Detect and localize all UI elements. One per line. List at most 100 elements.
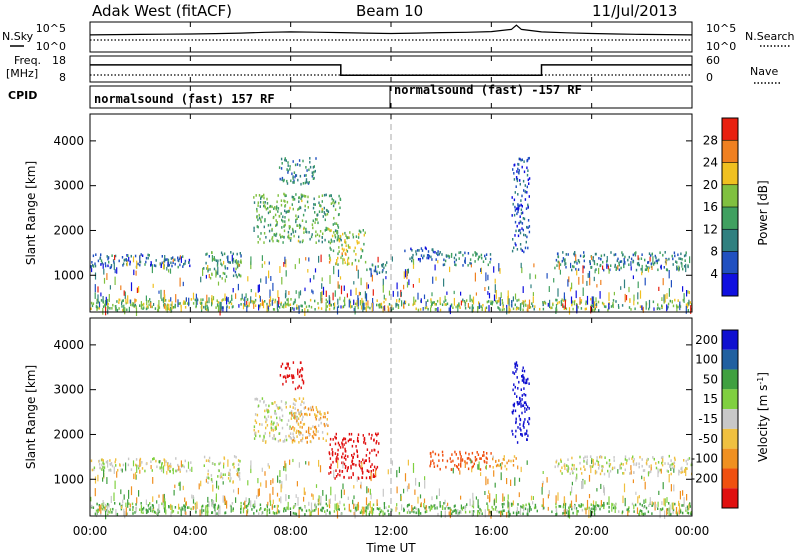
heat-cell — [281, 426, 284, 430]
noise-cell — [187, 461, 190, 469]
noise-cell — [411, 505, 413, 512]
heat-cell — [283, 199, 285, 203]
heat-cell — [612, 503, 614, 506]
noise-cell — [518, 477, 521, 482]
heat-cell — [179, 468, 181, 472]
heat-cell — [494, 508, 497, 511]
heat-cell — [266, 202, 269, 205]
heat-cell — [265, 420, 267, 424]
heat-cell — [520, 158, 522, 162]
noise-cell — [564, 504, 566, 514]
heat-cell — [380, 302, 383, 306]
heat-cell — [143, 306, 145, 310]
heat-cell — [295, 399, 297, 403]
heat-cell — [514, 242, 516, 245]
heat-cell — [142, 511, 144, 514]
heat-cell — [521, 165, 523, 169]
noise-cell — [563, 497, 566, 506]
heat-cell — [378, 442, 380, 445]
heat-cell — [168, 464, 170, 468]
heat-cell — [514, 303, 516, 307]
heat-cell — [310, 235, 313, 239]
noise-cell — [520, 262, 522, 269]
heat-cell — [464, 251, 466, 255]
noise-cell — [469, 294, 471, 303]
heat-cell — [466, 457, 469, 460]
noise-cell — [477, 499, 479, 508]
heat-cell — [658, 258, 660, 262]
heat-cell — [280, 235, 282, 239]
heat-cell — [482, 454, 484, 457]
power-ylabel: Slant Range [km] — [24, 161, 38, 265]
velocity-colorbar-label: 100 — [695, 353, 718, 367]
noise-cell — [541, 486, 543, 495]
heat-cell — [413, 510, 415, 514]
heat-cell — [583, 465, 585, 468]
heat-cell — [269, 223, 272, 227]
noise-cell — [643, 476, 645, 481]
heat-cell — [160, 469, 163, 472]
heat-cell — [519, 215, 521, 218]
noise-cell — [159, 466, 161, 470]
heat-cell — [584, 468, 586, 471]
noise-cell — [426, 305, 428, 309]
heat-cell — [447, 254, 449, 258]
heat-cell — [217, 301, 219, 304]
ytick-label: 4000 — [53, 338, 84, 352]
noise-cell — [472, 492, 474, 499]
heat-cell — [378, 305, 381, 309]
heat-cell — [293, 505, 295, 508]
heat-cell — [552, 303, 554, 307]
heat-cell — [376, 507, 379, 510]
heat-cell — [357, 306, 359, 310]
heat-cell — [106, 300, 108, 304]
heat-cell — [232, 261, 234, 264]
heat-cell — [222, 298, 224, 301]
noise-cell — [452, 467, 454, 474]
heat-cell — [354, 507, 357, 510]
noise-cell — [192, 496, 195, 504]
heat-cell — [365, 506, 367, 510]
heat-cell — [289, 168, 291, 171]
noise-cell — [150, 261, 152, 266]
noise-cell — [107, 305, 109, 315]
power-colorbar-swatch — [722, 184, 738, 207]
heat-cell — [375, 453, 378, 457]
heat-cell — [232, 509, 234, 512]
noise-cell — [459, 470, 461, 475]
noise-cell — [231, 254, 233, 262]
heat-cell — [561, 259, 563, 263]
heat-cell — [116, 512, 119, 516]
noise-cell — [424, 480, 426, 489]
noise-cell — [130, 282, 133, 292]
heat-cell — [121, 305, 123, 308]
heat-cell — [285, 376, 287, 380]
nsky-tick-high: 10^5 — [36, 22, 66, 35]
noise-cell — [444, 499, 446, 505]
heat-cell — [356, 240, 358, 243]
heat-cell — [291, 375, 293, 379]
heat-cell — [670, 459, 672, 462]
velocity-data — [90, 361, 694, 520]
heat-cell — [518, 169, 520, 172]
heat-cell — [607, 469, 609, 473]
power-colorbar-swatch — [722, 118, 738, 141]
noise-cell — [431, 292, 433, 297]
noise-cell — [129, 299, 131, 304]
xlabel: Time UT — [365, 541, 416, 554]
xtick-label: 08:00 — [273, 524, 308, 538]
heat-cell — [519, 182, 521, 186]
heat-cell — [592, 258, 594, 262]
noise-cell — [347, 496, 349, 500]
heat-cell — [683, 254, 686, 258]
heat-cell — [318, 201, 320, 205]
heat-cell — [177, 256, 179, 260]
heat-cell — [102, 459, 104, 462]
noise-cell — [233, 267, 235, 272]
noise-cell — [219, 307, 221, 316]
noise-cell — [595, 302, 598, 306]
heat-cell — [206, 252, 208, 256]
heat-cell — [609, 463, 612, 466]
noise-cell — [123, 304, 125, 313]
noise-cell — [507, 494, 509, 500]
